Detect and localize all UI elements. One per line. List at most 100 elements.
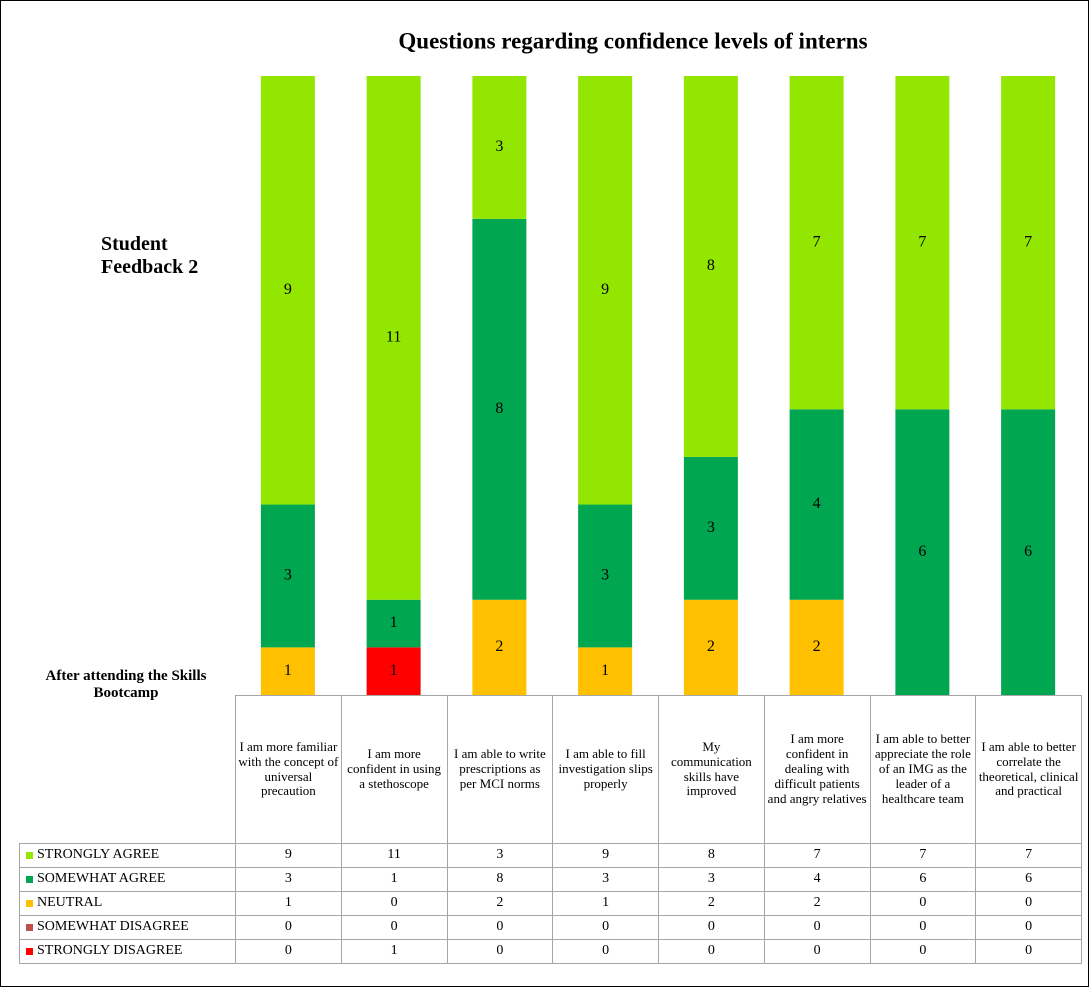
bar-segment [578, 647, 633, 695]
data-label: 3 [601, 567, 609, 584]
table-value: 0 [235, 939, 342, 964]
table-value: 3 [446, 843, 554, 868]
data-label: 3 [495, 138, 503, 155]
legend-key [26, 900, 33, 907]
category-header: I am more familiar with the concept of u… [235, 695, 342, 844]
table-value: 0 [446, 915, 554, 940]
data-label: 3 [707, 519, 715, 536]
table-value: 0 [552, 939, 659, 964]
bar-segment [260, 504, 315, 648]
data-label: 1 [284, 662, 292, 679]
table-value: 0 [763, 915, 871, 940]
bar-segment [683, 76, 738, 457]
bar-segment [789, 599, 844, 695]
data-label: 7 [813, 233, 821, 250]
table-value: 0 [975, 891, 1082, 916]
table-value: 0 [658, 915, 765, 940]
legend-cell: SOMEWHAT AGREE [19, 867, 236, 892]
table-value: 9 [552, 843, 659, 868]
bar-segment [366, 599, 421, 648]
table-value: 7 [763, 843, 871, 868]
table-value: 0 [340, 891, 448, 916]
bar-segment [260, 647, 315, 695]
table-value: 7 [869, 843, 977, 868]
table-value: 4 [763, 867, 871, 892]
data-label: 7 [918, 233, 926, 250]
table-value: 0 [869, 939, 977, 964]
table-value: 0 [869, 915, 977, 940]
bar-segment [895, 76, 950, 410]
category-header: I am more confident in using a stethosco… [340, 695, 448, 844]
data-label: 7 [1024, 233, 1032, 250]
legend-cell: STRONGLY DISAGREE [19, 939, 236, 964]
bar-segment [260, 76, 315, 505]
table-value: 3 [235, 867, 342, 892]
table-value: 1 [340, 867, 448, 892]
bar-segment [683, 599, 738, 695]
table-value: 11 [340, 843, 448, 868]
table-value: 3 [552, 867, 659, 892]
bar-segment [789, 76, 844, 410]
table-value: 0 [869, 891, 977, 916]
table-value: 6 [975, 867, 1082, 892]
bar-segment [366, 76, 421, 600]
category-header: I am able to better appreciate the role … [869, 695, 977, 844]
chart-title: Questions regarding confidence levels of… [398, 28, 867, 53]
data-label: 9 [601, 281, 609, 298]
data-label: 6 [1024, 543, 1032, 560]
bar-segment [895, 409, 950, 695]
table-value: 0 [763, 939, 871, 964]
table-value: 1 [340, 939, 448, 964]
table-value: 2 [658, 891, 765, 916]
bar-segment [789, 409, 844, 600]
category-header: I am able to fill investigation slips pr… [552, 695, 659, 844]
legend-cell: STRONGLY AGREE [19, 843, 236, 868]
category-header: My communication skills have improved [658, 695, 765, 844]
data-label: 2 [495, 638, 503, 655]
bar-segment [366, 647, 421, 695]
annotation: Student Feedback 2 [101, 233, 199, 278]
data-label: 1 [390, 662, 398, 679]
legend-label: STRONGLY AGREE [37, 847, 160, 863]
table-value: 7 [975, 843, 1082, 868]
data-label: 1 [601, 662, 609, 679]
table-value: 8 [658, 843, 765, 868]
bar-segment [1001, 409, 1056, 695]
category-header: I am more confident in dealing with diff… [763, 695, 871, 844]
table-value: 2 [446, 891, 554, 916]
data-label: 1 [390, 614, 398, 631]
data-label: 9 [284, 281, 292, 298]
category-header: I am able to write prescriptions as per … [446, 695, 554, 844]
legend-label: STRONGLY DISAGREE [37, 943, 183, 959]
bar-segment [1001, 76, 1056, 410]
table-value: 0 [552, 915, 659, 940]
table-value: 0 [975, 939, 1082, 964]
table-value: 6 [869, 867, 977, 892]
data-label: 2 [707, 638, 715, 655]
table-value: 2 [763, 891, 871, 916]
annotation: After attending the Skills Bootcamp [45, 668, 207, 701]
legend-cell: SOMEWHAT DISAGREE [19, 915, 236, 940]
table-value: 0 [658, 939, 765, 964]
data-label: 6 [918, 543, 926, 560]
data-label: 3 [284, 567, 292, 584]
legend-label: SOMEWHAT AGREE [37, 871, 166, 887]
data-label: 2 [813, 638, 821, 655]
bar-segment [578, 504, 633, 648]
table-value: 0 [235, 915, 342, 940]
table-value: 1 [235, 891, 342, 916]
legend-key [26, 876, 33, 883]
legend-cell: NEUTRAL [19, 891, 236, 916]
bar-segment [472, 76, 527, 219]
bar-segment [472, 218, 527, 600]
table-value: 9 [235, 843, 342, 868]
bar-segment [683, 456, 738, 600]
category-header: I am able to better correlate the theore… [975, 695, 1082, 844]
table-value: 0 [340, 915, 448, 940]
data-label: 8 [495, 400, 503, 417]
legend-key [26, 924, 33, 931]
table-value: 1 [552, 891, 659, 916]
legend-label: NEUTRAL [37, 895, 103, 911]
